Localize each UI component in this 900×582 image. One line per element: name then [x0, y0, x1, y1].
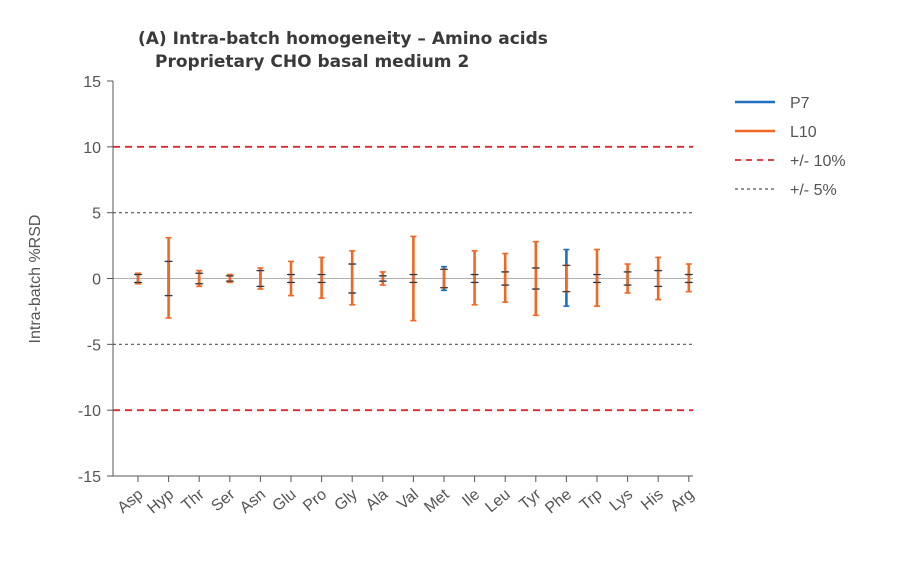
- x-tick-label: Trp: [577, 486, 606, 514]
- p7-marks-arg: [684, 274, 693, 283]
- legend-label-0: P7: [790, 95, 810, 112]
- legend-label-2: +/- 10%: [790, 153, 846, 170]
- error-bar-l10-gly: [349, 250, 356, 306]
- legend: P7 L10 +/- 10% +/- 5%: [735, 95, 846, 199]
- x-tick-label: Arg: [667, 486, 697, 515]
- legend-label-1: L10: [790, 124, 817, 141]
- error-bar-l10-hyp: [165, 236, 172, 319]
- legend-label-3: +/- 5%: [790, 182, 837, 199]
- l10-marks-phe: [562, 264, 571, 293]
- error-bar-l10-ala: [379, 271, 386, 286]
- x-tick-label: Val: [394, 486, 422, 513]
- p7-marks-asp: [134, 274, 142, 283]
- y-ticks: 15 10 5 0 -5 -10 -15: [78, 74, 113, 486]
- error-bar-l10-tyr: [532, 240, 539, 317]
- error-bars: [134, 235, 693, 322]
- x-tick-label: Lys: [607, 486, 637, 515]
- x-tick-label: Ile: [459, 486, 483, 510]
- x-tick-label: Hyp: [144, 486, 177, 517]
- p7-marks-gly: [348, 263, 357, 294]
- p7-marks-hyp: [164, 260, 173, 297]
- x-tick-label: Asp: [115, 486, 147, 517]
- x-tick-label: Phe: [542, 486, 575, 517]
- p7-marks-ser: [225, 275, 234, 282]
- error-bar-l10-arg: [685, 263, 692, 293]
- x-tick-label: Asn: [237, 486, 269, 517]
- p7-marks-leu: [501, 271, 510, 286]
- error-bar-l10-leu: [502, 252, 509, 304]
- y-tick-label: 5: [92, 206, 101, 223]
- l10-marks-met: [440, 268, 448, 289]
- x-tick-label: Tyr: [516, 486, 544, 514]
- chart-title: (A) Intra-batch homogeneity – Amino acid…: [138, 29, 548, 49]
- y-tick-label: -10: [78, 403, 101, 420]
- p7-marks-trp: [593, 274, 601, 283]
- y-tick-label: 0: [92, 272, 101, 289]
- x-tick-label: His: [638, 486, 667, 514]
- p7-marks-glu: [287, 274, 295, 283]
- error-bar-l10-asn: [257, 267, 264, 290]
- x-tick-label: Ser: [208, 486, 239, 515]
- x-tick-label: Ala: [363, 486, 392, 514]
- y-tick-label: -5: [87, 337, 101, 354]
- p7-marks-asn: [256, 270, 265, 287]
- p7-marks-val: [409, 274, 418, 283]
- p7-marks-lys: [623, 271, 632, 286]
- error-bar-l10-ile: [471, 250, 478, 306]
- p7-marks-ile: [470, 274, 479, 283]
- x-tick-label: Leu: [482, 486, 513, 516]
- error-bar-l10-val: [410, 235, 417, 322]
- y-axis-label: Intra-batch %RSD: [27, 215, 44, 344]
- error-bar-l10-lys: [624, 263, 631, 294]
- x-tick-label: Gly: [331, 486, 360, 514]
- y-tick-label: 15: [83, 74, 101, 91]
- error-bar-l10-his: [655, 256, 662, 301]
- y-tick-label: 10: [83, 140, 101, 157]
- y-tick-label: -15: [78, 469, 101, 486]
- error-bar-l10-pro: [318, 256, 325, 300]
- p7-marks-thr: [195, 272, 204, 285]
- x-tick-label: Pro: [300, 486, 330, 515]
- x-tick-label: Thr: [178, 486, 208, 515]
- p7-marks-pro: [317, 274, 326, 283]
- error-bar-l10-trp: [594, 248, 600, 307]
- x-tick-label: Glu: [270, 486, 300, 515]
- error-bar-l10-glu: [288, 260, 294, 297]
- p7-marks-ala: [378, 275, 387, 282]
- p7-marks-tyr: [531, 267, 540, 290]
- chart-subtitle: Proprietary CHO basal medium 2: [155, 52, 469, 72]
- x-tick-label: Met: [421, 486, 453, 517]
- p7-marks-his: [654, 270, 663, 287]
